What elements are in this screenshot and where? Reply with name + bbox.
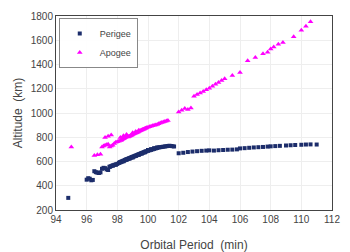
svg-text:1600: 1600 xyxy=(31,35,54,46)
svg-text:1400: 1400 xyxy=(31,59,54,70)
svg-text:98: 98 xyxy=(112,214,124,225)
svg-text:112: 112 xyxy=(324,214,340,225)
svg-text:104: 104 xyxy=(201,214,218,225)
svg-text:96: 96 xyxy=(81,214,93,225)
svg-text:Perigee: Perigee xyxy=(100,29,131,39)
svg-text:94: 94 xyxy=(50,214,62,225)
svg-text:1200: 1200 xyxy=(31,83,54,94)
svg-text:108: 108 xyxy=(262,214,279,225)
svg-text:1000: 1000 xyxy=(31,108,54,119)
svg-text:Apogee: Apogee xyxy=(100,48,131,58)
svg-text:1800: 1800 xyxy=(31,11,54,22)
svg-text:Altitude (km): Altitude (km) xyxy=(11,78,25,149)
svg-text:100: 100 xyxy=(140,214,157,225)
svg-text:200: 200 xyxy=(36,205,53,216)
svg-text:600: 600 xyxy=(36,156,53,167)
svg-text:400: 400 xyxy=(36,180,53,191)
svg-text:800: 800 xyxy=(36,132,53,143)
svg-text:Orbital Period (min): Orbital Period (min) xyxy=(140,238,247,252)
svg-text:102: 102 xyxy=(170,214,187,225)
svg-text:106: 106 xyxy=(232,214,249,225)
svg-text:110: 110 xyxy=(293,214,309,225)
